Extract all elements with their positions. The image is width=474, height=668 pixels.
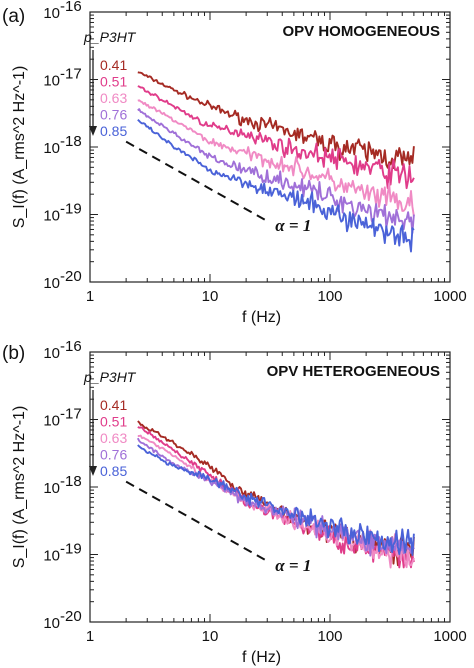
y-tick-exponent: -17: [60, 406, 82, 423]
x-tick-label: 10: [202, 628, 219, 645]
legend-item-0.41: 0.41: [100, 397, 127, 413]
legend-item-0.51: 0.51: [100, 414, 127, 430]
y-tick-base: 10: [43, 208, 60, 225]
y-tick-label: 10: [43, 548, 60, 565]
y-tick-exponent: -18: [60, 473, 82, 490]
legend-item-0.85: 0.85: [100, 463, 127, 479]
legend-arrow-head: [89, 126, 97, 136]
chart-title: OPV HOMOGENEOUS: [282, 23, 440, 40]
y-tick-exponent: -16: [60, 338, 82, 355]
y-tick-base: 10: [43, 548, 60, 565]
y-tick-base: 10: [43, 140, 60, 157]
y-tick-label: 10: [43, 140, 60, 157]
y-tick-base: 10: [43, 413, 60, 430]
y-tick-base: 10: [43, 275, 60, 292]
panel-label: (b): [2, 343, 25, 364]
legend-title: p_P3HT: [83, 369, 137, 385]
legend-item-0.63: 0.63: [100, 90, 127, 106]
series-line-0.63: [137, 99, 415, 217]
series-line-0.51: [137, 85, 415, 190]
legend-item-0.76: 0.76: [100, 447, 127, 463]
x-tick-label: 100: [317, 628, 342, 645]
y-tick-base: 10: [43, 73, 60, 90]
y-tick-label: 10: [43, 275, 60, 292]
y-tick-exponent: -17: [60, 66, 82, 83]
y-tick-exponent: -20: [60, 268, 82, 285]
legend-title: p_P3HT: [83, 29, 137, 45]
y-tick-base: 10: [43, 5, 60, 22]
y-tick-base: 10: [43, 615, 60, 632]
plot-frame: [89, 351, 451, 623]
alpha-annotation: α = 1: [275, 556, 311, 575]
x-axis-title: f (Hz): [242, 309, 281, 326]
alpha-annotation: α = 1: [275, 216, 311, 235]
y-tick-exponent: -19: [60, 201, 82, 218]
legend-item-0.51: 0.51: [100, 74, 127, 90]
x-tick-label: 100: [317, 288, 342, 305]
y-tick-exponent: -19: [60, 541, 82, 558]
y-tick-base: 10: [43, 480, 60, 497]
x-tick-label: 10: [202, 288, 219, 305]
series-line-0.76: [136, 437, 415, 557]
legend-item-0.41: 0.41: [100, 57, 127, 73]
y-tick-exponent: -16: [60, 0, 82, 15]
y-tick-label: 10: [43, 413, 60, 430]
series-line-0.85: [137, 119, 415, 253]
chart-title: OPV HETEROGENEOUS: [267, 363, 440, 380]
y-tick-label: 10: [43, 345, 60, 362]
y-tick-label: 10: [43, 480, 60, 497]
x-tick-label: 1: [86, 288, 94, 305]
series-line-0.41: [137, 71, 415, 170]
x-tick-label: 1: [86, 628, 94, 645]
panel-label: (a): [2, 6, 25, 27]
y-tick-label: 10: [43, 208, 60, 225]
y-axis-title: S_I(f) (A_rms^2 Hz^-1): [11, 66, 28, 229]
legend-item-0.85: 0.85: [100, 123, 127, 139]
y-axis-title: S_I(f) (A_rms^2 Hz^-1): [11, 406, 28, 569]
reference-slope-line: [125, 140, 268, 222]
y-tick-exponent: -18: [60, 133, 82, 150]
x-tick-label: 1000: [433, 288, 466, 305]
legend-item-0.76: 0.76: [100, 107, 127, 123]
y-tick-exponent: -20: [60, 608, 82, 625]
x-tick-label: 1000: [433, 628, 466, 645]
legend-arrow-head: [89, 466, 97, 476]
y-tick-label: 10: [43, 5, 60, 22]
y-tick-label: 10: [43, 615, 60, 632]
series-line-0.85: [137, 444, 415, 557]
y-tick-base: 10: [43, 345, 60, 362]
y-tick-label: 10: [43, 73, 60, 90]
reference-slope-line: [125, 480, 268, 562]
series-line-0.76: [137, 108, 415, 234]
legend-item-0.63: 0.63: [100, 430, 127, 446]
x-axis-title: f (Hz): [242, 649, 281, 666]
